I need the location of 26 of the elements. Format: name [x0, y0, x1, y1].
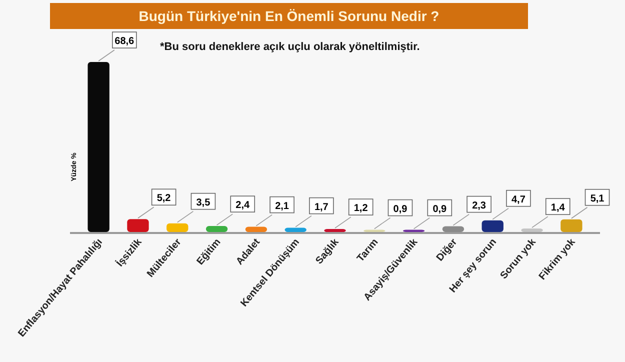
data-label: 68,6 — [114, 36, 135, 47]
bar — [521, 228, 543, 232]
bar — [324, 229, 346, 232]
data-label: 5,2 — [156, 193, 172, 204]
data-label: 3,5 — [196, 197, 211, 208]
bar — [206, 226, 228, 232]
bar — [245, 226, 268, 232]
data-label: 1,4 — [550, 202, 566, 214]
chart-title: Bugün Türkiye'nin En Önemli Sorunu Nedir ? — [138, 8, 440, 24]
bar — [560, 219, 582, 232]
bar — [166, 223, 188, 232]
bar — [127, 219, 149, 232]
data-label: 1,7 — [314, 202, 329, 213]
data-label: 5,1 — [590, 193, 605, 204]
bar — [442, 226, 464, 232]
bar — [284, 228, 306, 232]
text: *Bu soru deneklere açık uçlu olarak yöneltilmiştir. — [160, 41, 420, 53]
data-label: 4,7 — [512, 194, 526, 206]
data-label: 0,9 — [393, 204, 408, 215]
data-label: 2,3 — [472, 200, 486, 212]
data-label: 1,2 — [354, 203, 368, 214]
data-label: 2,4 — [236, 200, 250, 212]
bar — [88, 62, 110, 232]
data-label: 0,9 — [432, 204, 448, 215]
data-label: 2,1 — [275, 200, 290, 212]
bar — [482, 220, 504, 232]
